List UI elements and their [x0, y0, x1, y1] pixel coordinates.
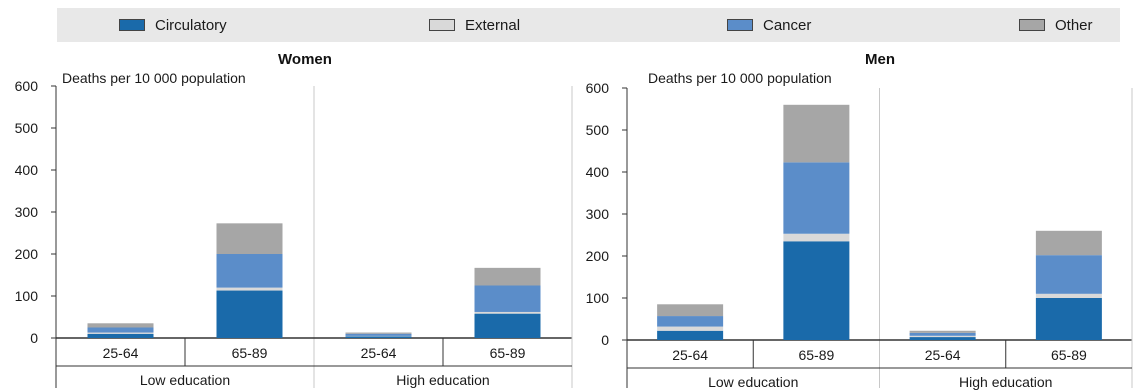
men-bar-external-2 — [909, 335, 976, 338]
legend: Circulatory External Cancer Other — [57, 8, 1120, 42]
women-y-tick-label: 300 — [15, 204, 39, 220]
women-bar-cancer-3 — [474, 285, 541, 312]
women-y-tick-label: 400 — [15, 162, 39, 178]
legend-label-external: External — [465, 16, 521, 34]
men-y-tick-label: 300 — [586, 206, 610, 222]
men-bar-other-1 — [783, 104, 850, 163]
men-bar-circulatory-1 — [783, 241, 850, 340]
men-y-tick-label: 400 — [586, 164, 610, 180]
women-bar-circulatory-1 — [216, 290, 283, 338]
men-y-tick-label: 600 — [586, 80, 610, 96]
men-group-label-high-education: High education — [959, 374, 1052, 390]
men-bar-external-0 — [657, 326, 724, 331]
men-group-label-low-education: Low education — [708, 374, 798, 390]
women-bar-other-3 — [474, 267, 541, 286]
men-y-tick-label: 200 — [586, 248, 610, 264]
women-x-tick-label: 65-89 — [232, 345, 268, 361]
legend-item-cancer: Cancer — [727, 8, 811, 42]
women-bar-circulatory-0 — [87, 333, 154, 338]
women-bar-other-2 — [345, 332, 412, 334]
men-bar-other-3 — [1035, 230, 1102, 256]
men-y-tick-label: 100 — [586, 290, 610, 306]
women-bar-external-3 — [474, 311, 541, 314]
men-y-tick-label: 500 — [586, 122, 610, 138]
men-y-axis-label: Deaths per 10 000 population — [648, 70, 832, 86]
women-bar-cancer-0 — [87, 327, 154, 333]
women-bar-other-0 — [87, 323, 154, 328]
women-y-tick-label: 100 — [15, 288, 39, 304]
women-y-axis-label: Deaths per 10 000 population — [62, 70, 246, 86]
women-bar-cancer-1 — [216, 254, 283, 288]
men-bar-circulatory-0 — [657, 330, 724, 340]
men-bar-cancer-2 — [909, 332, 976, 336]
legend-swatch-circulatory — [119, 19, 145, 31]
legend-item-external: External — [429, 8, 520, 42]
men-bar-cancer-1 — [783, 162, 850, 234]
women-bar-cancer-2 — [345, 333, 412, 336]
legend-item-circulatory: Circulatory — [119, 8, 227, 42]
women-bar-other-1 — [216, 223, 283, 254]
men-bar-cancer-0 — [657, 316, 724, 327]
men-bar-external-1 — [783, 233, 850, 242]
men-bar-other-2 — [909, 330, 976, 333]
women-y-tick-label: 200 — [15, 246, 39, 262]
men-x-tick-label: 65-89 — [798, 347, 834, 363]
legend-swatch-external — [429, 19, 455, 31]
women-x-tick-label: 25-64 — [103, 345, 139, 361]
women-y-tick-label: 0 — [30, 330, 38, 346]
legend-swatch-other — [1019, 19, 1045, 31]
men-x-tick-label: 25-64 — [672, 347, 708, 363]
legend-label-cancer: Cancer — [763, 16, 812, 34]
women-group-label-low-education: Low education — [140, 372, 230, 388]
legend-swatch-cancer — [727, 19, 753, 31]
men-bar-circulatory-3 — [1035, 298, 1102, 340]
legend-item-other: Other — [1019, 8, 1093, 42]
women-title: Women — [278, 51, 332, 68]
women-bar-external-1 — [216, 287, 283, 291]
men-bar-other-0 — [657, 304, 724, 317]
men-bar-circulatory-2 — [909, 337, 976, 340]
men-x-tick-label: 65-89 — [1051, 347, 1087, 363]
men-bar-external-3 — [1035, 293, 1102, 298]
men-title: Men — [865, 51, 895, 68]
women-y-tick-label: 500 — [15, 120, 39, 136]
women-x-tick-label: 65-89 — [490, 345, 526, 361]
men-y-tick-label: 0 — [601, 332, 609, 348]
legend-label-circulatory: Circulatory — [155, 16, 227, 34]
men-x-tick-label: 25-64 — [925, 347, 961, 363]
women-bar-circulatory-3 — [474, 313, 541, 338]
legend-label-other: Other — [1055, 16, 1093, 34]
women-group-label-high-education: High education — [396, 372, 489, 388]
women-bar-external-0 — [87, 332, 154, 334]
women-y-tick-label: 600 — [15, 78, 39, 94]
men-bar-cancer-3 — [1035, 255, 1102, 294]
women-bar-circulatory-2 — [345, 336, 412, 338]
women-x-tick-label: 25-64 — [361, 345, 397, 361]
